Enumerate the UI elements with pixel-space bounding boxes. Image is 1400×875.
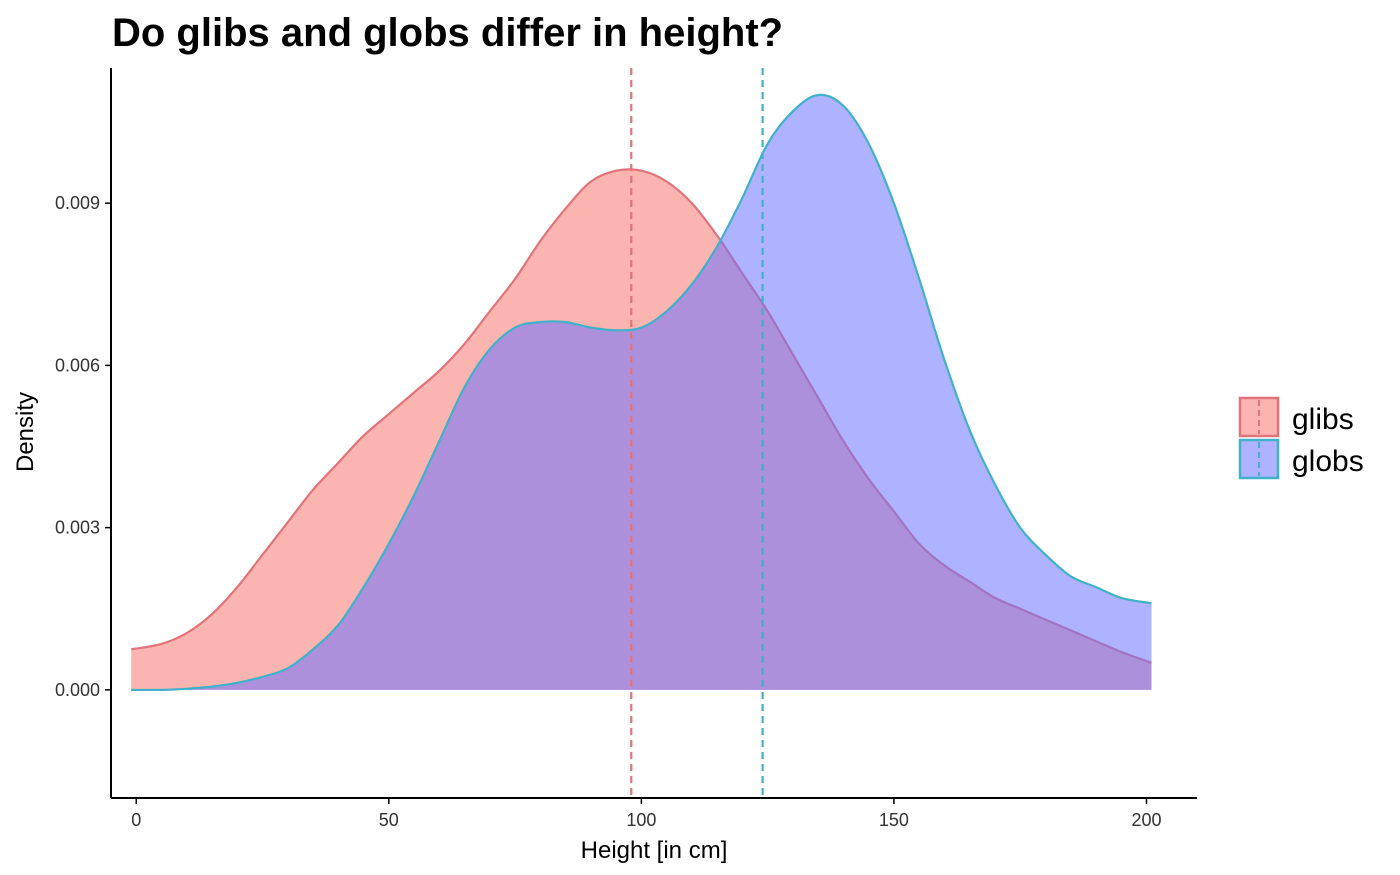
y-tick-label: 0.003 — [55, 518, 100, 538]
x-axis-title: Height [in cm] — [581, 837, 728, 864]
legend-label: glibs — [1292, 403, 1354, 436]
legend-label: globs — [1292, 445, 1364, 478]
y-tick-label: 0.009 — [55, 193, 100, 213]
density-area-globs — [131, 94, 1152, 690]
x-tick-label: 200 — [1131, 810, 1161, 830]
x-tick-label: 100 — [626, 810, 656, 830]
legend-key-globs — [1238, 438, 1280, 480]
x-ticks: 0 50 100 150 200 — [131, 798, 1162, 830]
x-tick-label: 150 — [879, 810, 909, 830]
density-areas — [131, 93, 1152, 692]
y-tick-label: 0.006 — [55, 355, 100, 375]
legend: glibs globs — [1238, 396, 1364, 480]
x-tick-label: 50 — [379, 810, 399, 830]
chart-title: Do glibs and globs differ in height? — [112, 11, 783, 55]
y-axis-title: Density — [12, 392, 39, 472]
legend-item-globs: globs — [1238, 438, 1364, 480]
density-line-globs — [131, 93, 1152, 692]
y-ticks: 0.000 0.003 0.006 0.009 — [55, 193, 111, 700]
x-tick-label: 0 — [131, 810, 141, 830]
mean-lines — [630, 68, 764, 798]
y-tick-label: 0.000 — [55, 680, 100, 700]
legend-item-glibs: glibs — [1238, 396, 1354, 438]
